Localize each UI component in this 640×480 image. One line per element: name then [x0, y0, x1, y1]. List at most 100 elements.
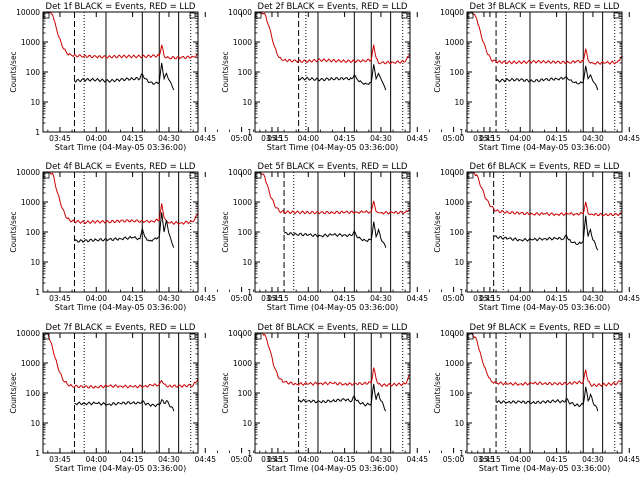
- x-tick-label: 03:45: [473, 134, 495, 143]
- x-tick-label: 04:30: [158, 134, 180, 143]
- plot-frame: [42, 171, 199, 293]
- x-tick-label: 04:15: [334, 294, 356, 303]
- x-axis-label: Start Time (04-May-05 03:36:00): [479, 464, 610, 473]
- chart-panel-8: Det 8f BLACK = Events, RED = LLD11010010…: [221, 323, 501, 473]
- x-tick-label: 04:00: [85, 455, 107, 464]
- y-tick-label: 10000: [440, 329, 464, 338]
- x-tick-label: 03:45: [473, 455, 495, 464]
- x-tick-label: 05:15: [267, 294, 289, 303]
- x-axis-label: Start Time (04-May-05 03:36:00): [55, 464, 186, 473]
- series-line-events: [298, 64, 387, 91]
- x-tick-label: 04:45: [618, 294, 640, 303]
- x-tick-label: 05:00: [443, 294, 465, 303]
- legend-box-right: [613, 172, 620, 179]
- y-axis-label: Counts/sec: [221, 51, 230, 92]
- plot-frame: [42, 11, 199, 133]
- x-tick-label: 04:45: [406, 455, 428, 464]
- x-tick-label: 04:15: [334, 134, 356, 143]
- x-tick-label: 04:00: [509, 134, 531, 143]
- y-tick-label: 100: [26, 228, 41, 237]
- legend-box-right: [189, 172, 196, 179]
- legend-box-left: [43, 12, 50, 19]
- y-tick-label: 10000: [228, 329, 252, 338]
- x-axis-label: Start Time (04-May-05 03:36:00): [479, 143, 610, 152]
- plot-frame: [466, 11, 623, 133]
- y-tick-label: 1000: [445, 38, 464, 47]
- plot-frame: [254, 171, 411, 293]
- x-tick-label: 04:45: [406, 294, 428, 303]
- x-tick-label: 05:15: [479, 294, 501, 303]
- x-tick-label: 03:45: [261, 294, 283, 303]
- legend-box-right: [613, 333, 620, 340]
- y-tick-label: 1000: [21, 198, 40, 207]
- y-tick-label: 10000: [440, 8, 464, 17]
- chart-title: Det 9f BLACK = Events, RED = LLD: [470, 323, 620, 333]
- chart-title: Det 5f BLACK = Events, RED = LLD: [258, 162, 408, 172]
- y-tick-label: 1: [35, 288, 40, 297]
- series-line-events: [74, 62, 175, 91]
- y-tick-label: 1: [247, 128, 252, 137]
- legend-box-left: [255, 12, 262, 19]
- x-tick-label: 04:00: [297, 294, 319, 303]
- x-tick-label: 05:00: [231, 455, 253, 464]
- chart-title: Det 8f BLACK = Events, RED = LLD: [258, 323, 408, 333]
- y-axis-label: Counts/sec: [433, 51, 442, 92]
- x-tick-label: 04:15: [546, 134, 568, 143]
- y-axis-label: Counts/sec: [433, 372, 442, 413]
- y-tick-label: 1000: [233, 38, 252, 47]
- x-tick-label: 04:45: [194, 455, 216, 464]
- series-line-lld: [259, 172, 410, 215]
- y-tick-label: 100: [450, 228, 465, 237]
- y-tick-label: 10: [242, 258, 252, 267]
- chart-panel-3: Det 3f BLACK = Events, RED = LLD 1 10 100 10…: [433, 2, 640, 152]
- series-line-lld: [47, 333, 198, 389]
- series-line-lld: [47, 12, 198, 60]
- y-tick-label: 10: [30, 98, 40, 107]
- x-tick-label: 05:15: [267, 455, 289, 464]
- y-tick-label: 1000: [233, 359, 252, 368]
- y-tick-label: 10000: [16, 329, 40, 338]
- y-axis-label: Counts/sec: [9, 211, 18, 252]
- legend-box-left: [467, 333, 474, 340]
- x-tick-label: 04:30: [582, 134, 604, 143]
- y-tick-label: 10: [30, 258, 40, 267]
- y-tick-label: 10000: [440, 168, 464, 177]
- y-tick-label: 100: [450, 68, 465, 77]
- x-tick-label: 04:30: [370, 294, 392, 303]
- x-tick-label: 05:00: [231, 134, 253, 143]
- series-line-events: [283, 221, 387, 248]
- y-tick-label: 10000: [228, 168, 252, 177]
- x-tick-label: 04:45: [194, 134, 216, 143]
- chart-title: Det 7f BLACK = Events, RED = LLD: [46, 323, 196, 333]
- x-tick-label: 04:15: [122, 455, 144, 464]
- chart-title: Det 3f BLACK = Events, RED = LLD: [470, 2, 620, 12]
- legend-box-right: [401, 172, 408, 179]
- x-tick-label: 04:30: [370, 134, 392, 143]
- y-tick-label: 1: [35, 449, 40, 458]
- y-tick-label: 1000: [21, 359, 40, 368]
- series-line-lld: [259, 333, 410, 388]
- y-tick-label: 100: [238, 228, 253, 237]
- x-tick-label: 05:00: [443, 134, 465, 143]
- chart-title: Det 6f BLACK = Events, RED = LLD: [470, 162, 620, 172]
- y-tick-label: 1: [247, 288, 252, 297]
- x-axis-label: Start Time (04-May-05 03:36:00): [479, 303, 610, 312]
- x-tick-label: 04:00: [509, 455, 531, 464]
- legend-box-left: [255, 333, 262, 340]
- y-tick-label: 1000: [233, 198, 252, 207]
- x-tick-label: 04:30: [582, 455, 604, 464]
- y-tick-label: 100: [450, 389, 465, 398]
- legend-box-right: [189, 333, 196, 340]
- chart-panel-1: Det 1f BLACK = Events, RED = LLD11010010…: [9, 2, 289, 152]
- y-tick-label: 1: [35, 128, 40, 137]
- y-tick-label: 1: [459, 449, 464, 458]
- plot-frame: [254, 332, 411, 454]
- y-tick-label: 10: [30, 419, 40, 428]
- y-tick-label: 1000: [445, 359, 464, 368]
- y-tick-label: 1000: [445, 198, 464, 207]
- series-line-lld: [47, 172, 198, 226]
- y-tick-label: 10000: [228, 8, 252, 17]
- x-tick-label: 03:45: [49, 134, 71, 143]
- x-axis-label: Start Time (04-May-05 03:36:00): [55, 143, 186, 152]
